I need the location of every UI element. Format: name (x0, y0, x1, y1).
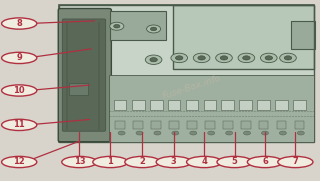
FancyBboxPatch shape (62, 19, 106, 131)
FancyBboxPatch shape (295, 121, 304, 129)
Circle shape (297, 131, 304, 135)
Circle shape (110, 22, 124, 30)
FancyBboxPatch shape (150, 100, 163, 110)
FancyBboxPatch shape (239, 100, 252, 110)
Circle shape (193, 53, 210, 63)
FancyBboxPatch shape (59, 5, 314, 142)
Text: 11: 11 (13, 120, 25, 129)
Text: Fuse-Box.info: Fuse-Box.info (162, 73, 222, 101)
Text: 9: 9 (16, 53, 22, 62)
FancyBboxPatch shape (109, 75, 314, 142)
Circle shape (244, 131, 251, 135)
FancyBboxPatch shape (114, 100, 126, 110)
Text: 4: 4 (201, 157, 207, 167)
Text: 3: 3 (171, 157, 177, 167)
FancyBboxPatch shape (69, 83, 88, 95)
FancyBboxPatch shape (275, 100, 288, 110)
Circle shape (208, 131, 215, 135)
Circle shape (280, 53, 296, 63)
Circle shape (216, 53, 232, 63)
Text: 8: 8 (16, 19, 22, 28)
FancyBboxPatch shape (110, 11, 166, 40)
FancyBboxPatch shape (291, 21, 315, 49)
FancyBboxPatch shape (186, 100, 198, 110)
Circle shape (171, 53, 188, 63)
FancyBboxPatch shape (58, 9, 111, 142)
Ellipse shape (247, 156, 283, 168)
Text: 10: 10 (13, 86, 25, 95)
Ellipse shape (156, 156, 191, 168)
FancyBboxPatch shape (293, 100, 306, 110)
Text: 6: 6 (262, 157, 268, 167)
Ellipse shape (2, 119, 37, 131)
Ellipse shape (2, 18, 37, 29)
FancyBboxPatch shape (204, 100, 216, 110)
FancyBboxPatch shape (59, 5, 314, 80)
Circle shape (147, 25, 161, 33)
FancyBboxPatch shape (169, 121, 179, 129)
FancyBboxPatch shape (257, 100, 270, 110)
Ellipse shape (125, 156, 160, 168)
FancyBboxPatch shape (259, 121, 268, 129)
Circle shape (150, 58, 157, 62)
FancyBboxPatch shape (132, 100, 145, 110)
Circle shape (243, 56, 250, 60)
Circle shape (238, 53, 255, 63)
Text: 13: 13 (74, 157, 85, 167)
Circle shape (198, 56, 205, 60)
FancyBboxPatch shape (151, 121, 161, 129)
Circle shape (136, 131, 143, 135)
Circle shape (284, 56, 292, 60)
Ellipse shape (62, 156, 97, 168)
Ellipse shape (217, 156, 252, 168)
Circle shape (172, 131, 179, 135)
Ellipse shape (93, 156, 128, 168)
Circle shape (265, 56, 273, 60)
Circle shape (261, 131, 268, 135)
Text: 12: 12 (13, 157, 25, 167)
FancyBboxPatch shape (241, 121, 251, 129)
FancyBboxPatch shape (205, 121, 215, 129)
Circle shape (260, 53, 277, 63)
FancyBboxPatch shape (187, 121, 197, 129)
Circle shape (145, 55, 162, 64)
Ellipse shape (2, 52, 37, 64)
Ellipse shape (278, 156, 313, 168)
FancyBboxPatch shape (133, 121, 143, 129)
FancyBboxPatch shape (173, 5, 314, 69)
Text: 2: 2 (140, 157, 145, 167)
Circle shape (154, 131, 161, 135)
Ellipse shape (2, 85, 37, 96)
FancyBboxPatch shape (277, 121, 286, 129)
Circle shape (118, 131, 125, 135)
FancyBboxPatch shape (223, 121, 233, 129)
FancyBboxPatch shape (168, 100, 180, 110)
FancyBboxPatch shape (115, 121, 125, 129)
Circle shape (226, 131, 233, 135)
Circle shape (175, 56, 183, 60)
Text: 7: 7 (292, 157, 298, 167)
Circle shape (279, 131, 286, 135)
Circle shape (190, 131, 197, 135)
FancyBboxPatch shape (221, 100, 234, 110)
Circle shape (220, 56, 228, 60)
Text: 1: 1 (108, 157, 113, 167)
Ellipse shape (187, 156, 222, 168)
Text: 5: 5 (232, 157, 237, 167)
Circle shape (114, 24, 120, 28)
Circle shape (150, 27, 157, 31)
Ellipse shape (2, 156, 37, 168)
